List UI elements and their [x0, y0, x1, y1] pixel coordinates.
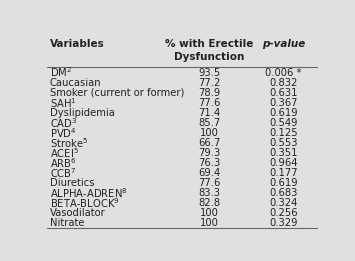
Text: Smoker (current or former): Smoker (current or former) [50, 88, 184, 98]
Text: 79.3: 79.3 [198, 148, 220, 158]
Text: 0.964: 0.964 [269, 158, 298, 168]
Text: CCB$^7$: CCB$^7$ [50, 166, 77, 180]
Text: 66.7: 66.7 [198, 138, 221, 148]
Text: Vasodilator: Vasodilator [50, 208, 106, 218]
Text: 77.6: 77.6 [198, 178, 221, 188]
Text: 0.006 *: 0.006 * [266, 68, 302, 78]
Text: Diuretics: Diuretics [50, 178, 94, 188]
Text: 0.125: 0.125 [269, 128, 298, 138]
Text: 100: 100 [200, 128, 219, 138]
Text: 76.3: 76.3 [198, 158, 220, 168]
Text: 83.3: 83.3 [198, 188, 220, 198]
Text: Caucasian: Caucasian [50, 78, 102, 88]
Text: CAD$^3$: CAD$^3$ [50, 116, 77, 130]
Text: 0.329: 0.329 [269, 218, 298, 228]
Text: 69.4: 69.4 [198, 168, 220, 178]
Text: 0.367: 0.367 [269, 98, 298, 108]
Text: ARB$^6$: ARB$^6$ [50, 156, 77, 170]
Text: SAH$^1$: SAH$^1$ [50, 96, 76, 110]
Text: PVD$^4$: PVD$^4$ [50, 126, 77, 140]
Text: 100: 100 [200, 218, 219, 228]
Text: ACEI$^5$: ACEI$^5$ [50, 146, 79, 160]
Text: 0.683: 0.683 [269, 188, 298, 198]
Text: Stroke$^5$: Stroke$^5$ [50, 136, 88, 150]
Text: 82.8: 82.8 [198, 198, 220, 208]
Text: 0.351: 0.351 [269, 148, 298, 158]
Text: 0.631: 0.631 [269, 88, 298, 98]
Text: 77.6: 77.6 [198, 98, 221, 108]
Text: ALPHA-ADREN$^8$: ALPHA-ADREN$^8$ [50, 186, 128, 200]
Text: Variables: Variables [50, 39, 105, 49]
Text: 100: 100 [200, 208, 219, 218]
Text: 0.177: 0.177 [269, 168, 298, 178]
Text: 0.324: 0.324 [269, 198, 298, 208]
Text: 0.619: 0.619 [269, 108, 298, 118]
Text: BETA-BLOCK$^9$: BETA-BLOCK$^9$ [50, 196, 120, 210]
Text: % with Erectile
Dysfunction: % with Erectile Dysfunction [165, 39, 253, 62]
Text: DM$^2$: DM$^2$ [50, 66, 72, 79]
Text: 85.7: 85.7 [198, 118, 220, 128]
Text: p-value: p-value [262, 39, 305, 49]
Text: 0.256: 0.256 [269, 208, 298, 218]
Text: 0.549: 0.549 [269, 118, 298, 128]
Text: 78.9: 78.9 [198, 88, 220, 98]
Text: 0.553: 0.553 [269, 138, 298, 148]
Text: 0.619: 0.619 [269, 178, 298, 188]
Text: 77.2: 77.2 [198, 78, 221, 88]
Text: 93.5: 93.5 [198, 68, 220, 78]
Text: 0.832: 0.832 [269, 78, 298, 88]
Text: Nitrate: Nitrate [50, 218, 84, 228]
Text: 71.4: 71.4 [198, 108, 220, 118]
Text: Dyslipidemia: Dyslipidemia [50, 108, 115, 118]
